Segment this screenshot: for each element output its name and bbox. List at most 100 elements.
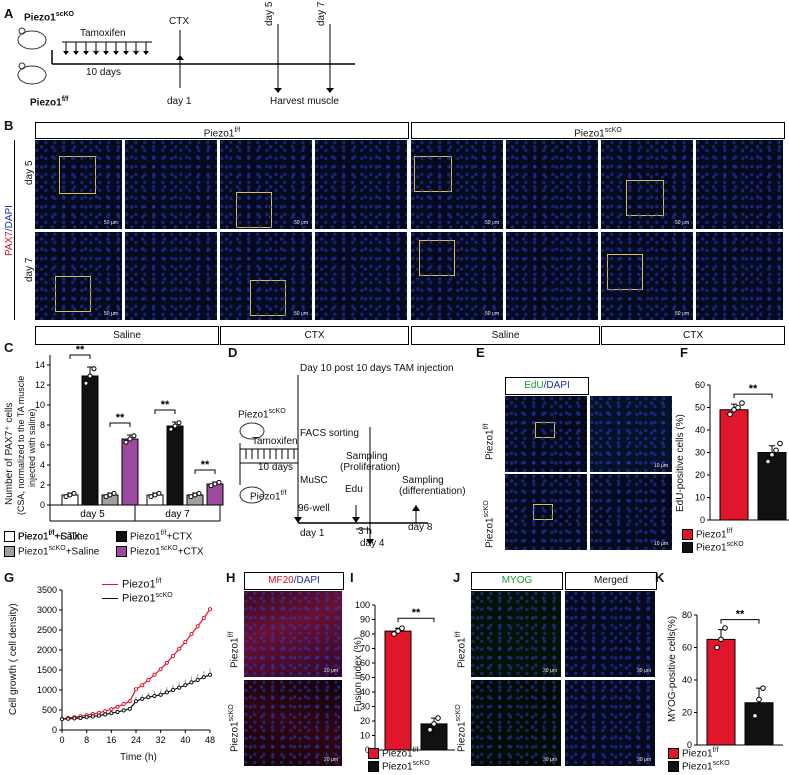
y-tick-label: 20 [682, 708, 692, 718]
bar [166, 425, 184, 506]
data-point [195, 677, 200, 683]
d-differentiation: (differentiation) [399, 486, 466, 497]
data-point [177, 685, 182, 690]
row-divider-line [14, 140, 15, 320]
micro-j-r2-c1: 30 μm [471, 680, 561, 766]
data-point [176, 420, 182, 426]
data-point [201, 675, 206, 680]
d-proliferation: (Proliferation) [340, 462, 401, 473]
y-tick-label: 40 [682, 675, 692, 685]
day5-label: day 5 [264, 1, 275, 26]
panel-label-g: G [4, 570, 15, 585]
chart-i: 0 10 20 30 40 50 60 70 80 90 100 ** [355, 600, 455, 755]
data-point [188, 494, 194, 500]
j-row1-label: Piezo1f/f [455, 631, 468, 668]
y-tick-label: 14 [35, 360, 45, 370]
panel-label-j: J [453, 570, 461, 585]
data-point [63, 494, 69, 500]
y-tick-label: 10 [695, 493, 705, 503]
micro-e-r1-c1 [505, 396, 587, 472]
panel-label-h: H [226, 570, 236, 585]
j-header-myog: MYOG [471, 572, 563, 590]
data-point [107, 492, 113, 498]
data-point [195, 624, 200, 629]
j-row2-label: Piezo1scKO [455, 704, 468, 752]
significance-label: ** [201, 459, 210, 471]
bar [757, 452, 787, 521]
data-point [189, 631, 194, 637]
data-point [146, 677, 151, 683]
data-point [714, 644, 720, 651]
data-point [427, 726, 433, 733]
mouse-top-icon [17, 30, 47, 50]
legend-marker [102, 598, 118, 600]
micro-e-r1-c2: 10 μm [590, 396, 672, 472]
micro-j-r1-c2: 30 μm [565, 591, 655, 677]
y-tick-label: 100 [355, 600, 370, 610]
y-tick-label: 90 [360, 615, 370, 625]
y-tick-label: 0 [52, 725, 57, 735]
data-point [78, 715, 83, 721]
legend-item: Piezo1scKO+CTX [116, 545, 204, 557]
bar [420, 723, 448, 751]
y-tick-label: 50 [695, 403, 705, 413]
data-point [109, 707, 114, 712]
legend-item: Piezo1f/f [368, 747, 418, 759]
legend-swatch [668, 761, 679, 773]
data-point [718, 636, 724, 643]
micro-b-r2-c2 [125, 232, 217, 320]
data-point [90, 714, 95, 719]
data-point [152, 672, 157, 677]
bottom-label-saline-1: Saline [35, 326, 219, 345]
y-tick-label: 12 [35, 380, 45, 390]
data-point [148, 494, 154, 500]
data-point [91, 366, 97, 372]
bottom-label-saline-2: Saline [411, 326, 600, 345]
data-point [109, 711, 114, 716]
h-header: MF20/DAPI [244, 572, 344, 590]
data-point [164, 660, 169, 665]
mouse-bottom-icon [17, 65, 47, 85]
d-mouse-bottom: Piezo1f/f [250, 490, 287, 503]
data-point [103, 712, 108, 717]
data-point [777, 440, 783, 447]
significance-label: ** [76, 345, 85, 356]
significance-bracket [69, 354, 91, 359]
y-tick-label: 20 [360, 716, 370, 726]
data-point [67, 492, 73, 498]
mouse-d-bottom-icon [239, 486, 265, 504]
micro-b-r1-c2 [125, 140, 217, 229]
micro-j-r2-c2: 30 μm [565, 680, 655, 766]
data-point [127, 436, 133, 442]
bar [81, 375, 99, 506]
e-row2-label: Piezo1scKO [483, 500, 496, 548]
micro-b-r2-c3: 50 μm [220, 232, 312, 320]
data-point [140, 696, 145, 701]
micro-b-r2-c5: 50 μm [411, 232, 503, 320]
micro-b-r1-c5: 50 μm [411, 140, 503, 229]
data-point [131, 433, 137, 439]
y-tick-label: 3000 [37, 605, 57, 615]
x-tick-label: 16 [106, 735, 116, 745]
chart-c-ylabel-1: Number of PAX7⁺ cells [4, 402, 15, 505]
data-point [208, 483, 214, 489]
panel-label-b: B [4, 118, 14, 133]
data-point [127, 706, 132, 711]
significance-bracket [397, 617, 435, 623]
bar [706, 638, 736, 746]
significance-label: ** [736, 609, 745, 621]
y-tick-label: 500 [42, 705, 57, 715]
legend-item: Piezo1scKO [682, 541, 744, 553]
mouse-top-label: Piezo1scKO [24, 11, 74, 24]
panel-label-f: F [680, 345, 688, 360]
bottom-label-ctx-2: CTX [601, 326, 785, 345]
legend-item: Piezo1f/f+Saline [4, 530, 88, 542]
y-tick-label: 0 [40, 500, 45, 510]
panel-a-timeline [17, 24, 355, 93]
y-tick-label: 20 [695, 470, 705, 480]
data-point [66, 716, 71, 721]
y-tick-label: 0 [700, 515, 705, 525]
data-point [201, 615, 206, 621]
h-row2-label: Piezo1scKO [228, 704, 241, 752]
significance-label: ** [116, 412, 125, 424]
